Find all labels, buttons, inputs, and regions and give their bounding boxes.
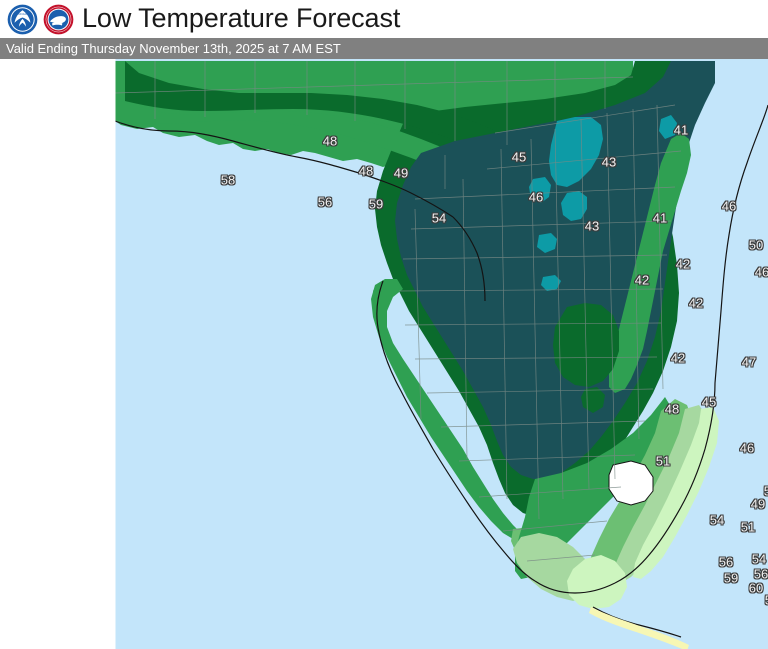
temperature-label: 54 <box>751 551 767 567</box>
temperature-label: 45 <box>701 394 717 410</box>
temperature-label: 48 <box>358 163 374 179</box>
florida-temperature-map[interactable]: 5848484956595445464341414643504246424246… <box>115 59 768 649</box>
temperature-label: 41 <box>652 210 668 226</box>
temperature-label: 48 <box>322 133 338 149</box>
temperature-label: 50 <box>748 237 764 253</box>
agency-logos: NOAA <box>6 2 82 36</box>
temperature-label: 42 <box>675 256 691 272</box>
temperature-label: 45 <box>511 149 527 165</box>
lake-okeechobee <box>608 460 654 506</box>
temperature-label: 54 <box>431 210 447 226</box>
temperature-label: 59 <box>765 594 768 607</box>
temperature-label: 56 <box>718 554 734 570</box>
svg-text:NOAA: NOAA <box>18 12 26 16</box>
temperature-label: 42 <box>688 295 704 311</box>
temperature-label: 42 <box>670 350 686 366</box>
florida-keys <box>589 607 689 649</box>
map-container: 5848484956595445464341414643504246424246… <box>0 59 768 649</box>
temperature-label: 43 <box>601 154 617 170</box>
temperature-label: 43 <box>584 218 600 234</box>
nws-logo <box>42 3 75 36</box>
county-borders <box>115 61 682 562</box>
temperature-label: 46 <box>721 198 737 214</box>
temperature-label: 51 <box>740 519 756 535</box>
temperature-label: 41 <box>673 122 689 138</box>
temperature-label: 49 <box>393 165 409 181</box>
temperature-label: 60 <box>748 580 764 596</box>
temperature-label: 47 <box>741 354 757 370</box>
map-graphic <box>115 59 768 649</box>
temperature-label: 50 <box>763 483 768 499</box>
valid-time-bar: Valid Ending Thursday November 13th, 202… <box>0 38 768 59</box>
temperature-label: 46 <box>754 264 768 280</box>
valid-time-text: Valid Ending Thursday November 13th, 202… <box>6 41 341 56</box>
temperature-label: 56 <box>317 194 333 210</box>
temperature-label: 49 <box>750 496 766 512</box>
temperature-label: 46 <box>739 440 755 456</box>
noaa-logo: NOAA <box>6 3 39 36</box>
temperature-label: 58 <box>220 172 236 188</box>
page-title: Low Temperature Forecast <box>82 3 401 33</box>
florida-landmass <box>115 61 719 609</box>
temperature-label: 46 <box>528 189 544 205</box>
temperature-label: 42 <box>634 272 650 288</box>
temperature-label: 56 <box>753 566 768 582</box>
page-header: NOAA Low Temperature Forecast <box>0 0 768 38</box>
temperature-label: 54 <box>709 512 725 528</box>
temperature-label: 59 <box>723 570 739 586</box>
temperature-label: 48 <box>664 401 680 417</box>
temperature-label: 59 <box>368 196 384 212</box>
coastline <box>115 104 768 638</box>
temperature-label: 51 <box>655 453 671 469</box>
